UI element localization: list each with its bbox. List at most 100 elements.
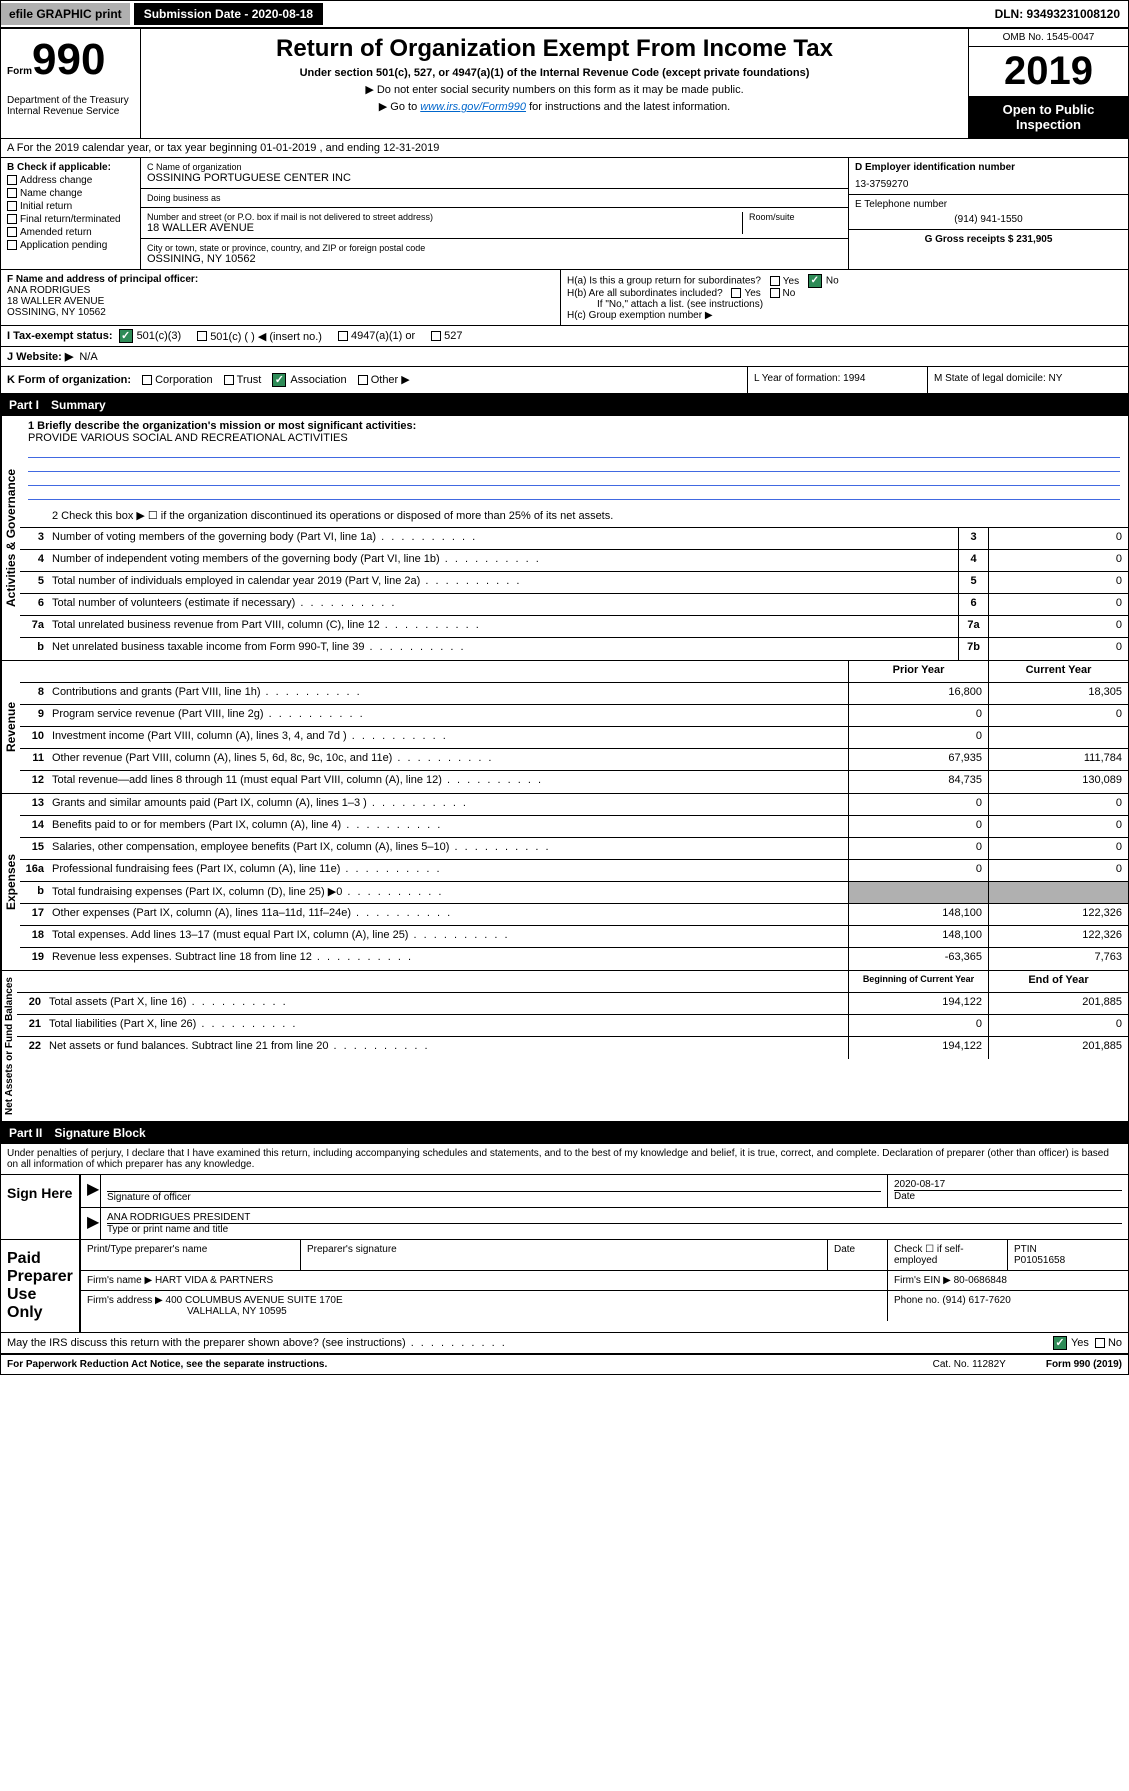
line-text: Salaries, other compensation, employee b… (48, 838, 848, 859)
check-amended-return[interactable] (7, 227, 17, 237)
line-number: 21 (17, 1015, 45, 1036)
line-number: 9 (20, 705, 48, 726)
submission-date-button[interactable]: Submission Date - 2020-08-18 (134, 3, 323, 25)
line-number: 5 (20, 572, 48, 593)
line-number: b (20, 638, 48, 660)
prior-year-value: 148,100 (848, 904, 988, 925)
arrow-icon: ▶ (87, 1181, 99, 1198)
e-phone-label: E Telephone number (855, 199, 1122, 210)
line-text: Total unrelated business revenue from Pa… (48, 616, 958, 637)
current-year-value: 111,784 (988, 749, 1128, 770)
mission-text: PROVIDE VARIOUS SOCIAL AND RECREATIONAL … (28, 432, 1120, 444)
check-self-employed[interactable]: Check ☐ if self-employed (888, 1240, 1008, 1270)
prior-year-value: 16,800 (848, 683, 988, 704)
note-website: ▶ Go to www.irs.gov/Form990 for instruct… (149, 100, 960, 113)
form-990-page: efile GRAPHIC print Submission Date - 20… (0, 0, 1129, 1375)
city-label: City or town, state or province, country… (147, 243, 842, 253)
line-number: 15 (20, 838, 48, 859)
line-1-mission: 1 Briefly describe the organization's mi… (20, 416, 1128, 506)
form-title: Return of Organization Exempt From Incom… (149, 35, 960, 63)
line-text: Revenue less expenses. Subtract line 18 … (48, 948, 848, 970)
check-name-change[interactable] (7, 188, 17, 198)
title-column: Return of Organization Exempt From Incom… (141, 29, 968, 138)
check-address-change[interactable] (7, 175, 17, 185)
line-text: Total fundraising expenses (Part IX, col… (48, 882, 848, 903)
l-year-formation: L Year of formation: 1994 (748, 367, 928, 393)
hb-yes[interactable] (731, 288, 741, 298)
k-other[interactable] (358, 375, 368, 385)
form-header: Form990 Department of the Treasury Inter… (1, 29, 1128, 139)
line-text: Total revenue—add lines 8 through 11 (mu… (48, 771, 848, 793)
firm-ein: 80-0686848 (954, 1275, 1007, 1286)
part-i-header: Part I Summary (1, 394, 1128, 416)
perjury-statement: Under penalties of perjury, I declare th… (1, 1144, 1128, 1175)
line-number: 3 (20, 528, 48, 549)
col-prior-year: Prior Year (848, 661, 988, 682)
column-b-checkboxes: B Check if applicable: Address change Na… (1, 158, 141, 269)
prior-year-value: 194,122 (848, 1037, 988, 1059)
check-initial-return[interactable] (7, 201, 17, 211)
b-check-label: B Check if applicable: (7, 162, 134, 173)
paid-preparer-section: Paid Preparer Use Only Print/Type prepar… (1, 1240, 1128, 1333)
line-box: 3 (958, 528, 988, 549)
line-number: b (20, 882, 48, 903)
officer-addr2: OSSINING, NY 10562 (7, 307, 554, 318)
dba-label: Doing business as (147, 193, 842, 203)
status-4947[interactable] (338, 331, 348, 341)
current-year-value: 130,089 (988, 771, 1128, 793)
row-j-website: J Website: ▶ N/A (1, 347, 1128, 367)
k-association-checked[interactable]: ✓ (272, 373, 286, 387)
hb-no[interactable] (770, 288, 780, 298)
catalog-number: Cat. No. 11282Y (933, 1359, 1006, 1370)
line-value: 0 (988, 594, 1128, 615)
firm-phone: (914) 617-7620 (942, 1295, 1010, 1306)
prior-year-value: 0 (848, 727, 988, 748)
ha-yes[interactable] (770, 276, 780, 286)
section-net-assets: Net Assets or Fund Balances Beginning of… (1, 971, 1128, 1122)
part-ii-header: Part II Signature Block (1, 1122, 1128, 1144)
organization-name: OSSINING PORTUGUESE CENTER INC (147, 172, 842, 184)
status-527[interactable] (431, 331, 441, 341)
row-k-form-org: K Form of organization: Corporation Trus… (1, 367, 1128, 394)
line-value: 0 (988, 528, 1128, 549)
officer-name: ANA RODRIGUES (7, 285, 554, 296)
check-final-return[interactable] (7, 214, 17, 224)
check-application-pending[interactable] (7, 240, 17, 250)
mission-rule (28, 460, 1120, 472)
f-principal-officer: F Name and address of principal officer:… (1, 270, 561, 325)
k-corporation[interactable] (142, 375, 152, 385)
note-ssn: ▶ Do not enter social security numbers o… (149, 83, 960, 96)
line-text: Program service revenue (Part VIII, line… (48, 705, 848, 726)
paperwork-notice: For Paperwork Reduction Act Notice, see … (7, 1359, 327, 1370)
k-trust[interactable] (224, 375, 234, 385)
discuss-no[interactable] (1095, 1338, 1105, 1348)
line-box: 6 (958, 594, 988, 615)
line-number: 6 (20, 594, 48, 615)
line-text: Investment income (Part VIII, column (A)… (48, 727, 848, 748)
prior-year-value (848, 882, 988, 903)
line-box: 5 (958, 572, 988, 593)
form-990-2019: Form 990 (2019) (1046, 1359, 1122, 1370)
page-footer: For Paperwork Reduction Act Notice, see … (1, 1355, 1128, 1374)
prior-year-value: 67,935 (848, 749, 988, 770)
discuss-yes-checked[interactable]: ✓ (1053, 1336, 1067, 1350)
line-text: Contributions and grants (Part VIII, lin… (48, 683, 848, 704)
ha-no-checked[interactable]: ✓ (808, 274, 822, 288)
line-number: 14 (20, 816, 48, 837)
row-a-tax-year: A For the 2019 calendar year, or tax yea… (1, 139, 1128, 158)
line-number: 13 (20, 794, 48, 815)
status-501c3-checked[interactable]: ✓ (119, 329, 133, 343)
line-text: Total expenses. Add lines 13–17 (must eq… (48, 926, 848, 947)
prior-year-value: 194,122 (848, 993, 988, 1014)
prior-year-value: 0 (848, 860, 988, 881)
prior-year-value: 0 (848, 816, 988, 837)
efile-graphic-print[interactable]: efile GRAPHIC print (1, 3, 130, 25)
line-text: Other expenses (Part IX, column (A), lin… (48, 904, 848, 925)
line-number: 20 (17, 993, 45, 1014)
prior-year-value: 84,735 (848, 771, 988, 793)
current-year-value: 0 (988, 860, 1128, 881)
irs-link[interactable]: www.irs.gov/Form990 (420, 101, 526, 113)
status-501c[interactable] (197, 331, 207, 341)
line-text: Other revenue (Part VIII, column (A), li… (48, 749, 848, 770)
row-i-tax-exempt: I Tax-exempt status: ✓501(c)(3) 501(c) (… (1, 326, 1128, 347)
